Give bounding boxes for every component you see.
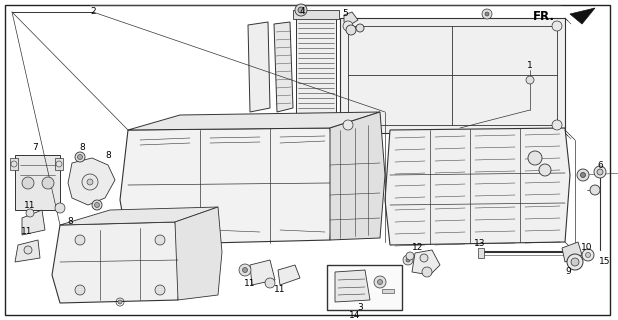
Polygon shape [52,222,182,303]
Circle shape [95,203,99,207]
Text: 6: 6 [597,161,603,170]
Circle shape [582,249,594,261]
Polygon shape [278,265,300,285]
Circle shape [42,177,54,189]
Text: 11: 11 [24,201,36,210]
Circle shape [482,9,492,19]
Circle shape [75,235,85,245]
Bar [15,155,60,210]
Circle shape [580,172,585,178]
Text: 11: 11 [274,285,286,294]
Circle shape [485,12,489,16]
Text: 14: 14 [349,310,361,319]
Polygon shape [22,210,45,235]
Circle shape [343,21,353,31]
Text: 8: 8 [67,218,73,227]
Polygon shape [385,128,570,245]
Circle shape [343,120,353,130]
Polygon shape [128,112,380,130]
Text: 11: 11 [21,228,33,236]
Circle shape [585,252,591,258]
Circle shape [242,268,247,273]
Text: 4: 4 [299,7,305,17]
Polygon shape [60,207,218,225]
Bar [478,248,484,258]
Circle shape [552,21,562,31]
Circle shape [539,164,551,176]
Circle shape [528,151,542,165]
Circle shape [87,179,93,185]
Bar [55,158,63,170]
Bar [10,158,18,170]
Bar [382,289,394,293]
Text: 1: 1 [527,60,533,69]
Circle shape [571,258,579,266]
Circle shape [77,155,82,159]
Circle shape [356,24,364,32]
Bar [293,118,339,127]
Circle shape [346,25,356,35]
Text: 3: 3 [357,303,363,313]
Circle shape [118,300,122,304]
Polygon shape [344,12,358,25]
Circle shape [295,4,307,16]
Circle shape [92,200,102,210]
Circle shape [265,278,275,288]
Polygon shape [330,112,385,240]
Polygon shape [248,22,270,112]
Text: 13: 13 [474,239,486,249]
Circle shape [594,166,606,178]
Polygon shape [120,128,335,245]
Circle shape [552,120,562,130]
Circle shape [422,267,432,277]
Circle shape [403,255,413,265]
Text: 15: 15 [599,258,611,267]
Polygon shape [175,207,222,300]
Circle shape [55,203,65,213]
Polygon shape [562,242,582,262]
Text: FR.: FR. [533,10,555,22]
Circle shape [75,152,85,162]
Circle shape [374,276,386,288]
Circle shape [406,252,414,260]
Polygon shape [250,260,275,285]
Bar [296,18,336,118]
Circle shape [75,285,85,295]
Text: 7: 7 [32,143,38,153]
Polygon shape [68,158,115,205]
Circle shape [420,254,428,262]
Circle shape [298,7,304,13]
Circle shape [24,246,32,254]
Text: 5: 5 [342,10,348,19]
Polygon shape [412,250,440,275]
Bar [293,10,339,19]
Polygon shape [274,22,293,112]
Text: 9: 9 [565,268,571,276]
Circle shape [526,76,534,84]
Circle shape [22,177,34,189]
Circle shape [406,258,410,262]
Circle shape [597,169,603,175]
Polygon shape [15,240,40,262]
Circle shape [82,174,98,190]
Polygon shape [570,8,595,24]
Circle shape [577,169,589,181]
Text: 12: 12 [412,244,424,252]
Bar [327,265,402,310]
Circle shape [26,209,34,217]
Text: 10: 10 [582,244,593,252]
Circle shape [378,279,383,284]
Circle shape [239,264,251,276]
Text: 8: 8 [105,150,111,159]
Circle shape [567,254,583,270]
Polygon shape [340,18,565,133]
Circle shape [590,185,600,195]
Circle shape [155,285,165,295]
Polygon shape [335,270,370,302]
Circle shape [155,235,165,245]
Text: 2: 2 [90,7,96,17]
Text: 11: 11 [244,278,256,287]
Text: 8: 8 [79,143,85,153]
